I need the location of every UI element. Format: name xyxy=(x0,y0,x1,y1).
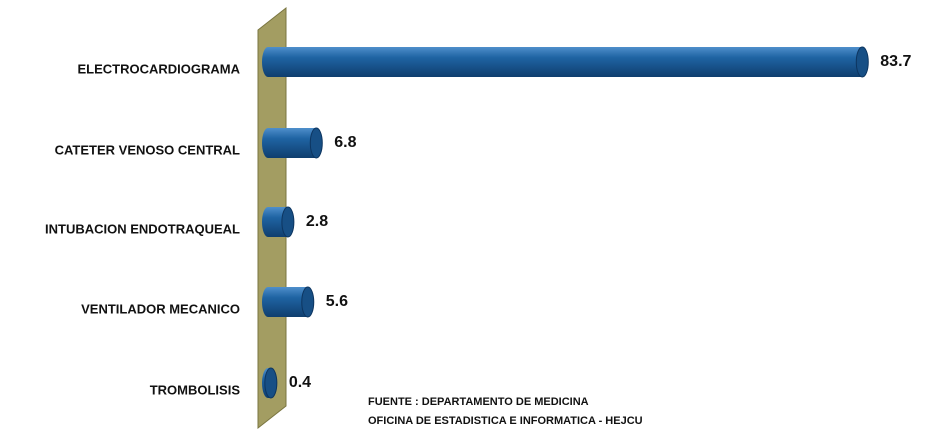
bar-cap xyxy=(264,367,278,399)
y-tick-label: INTUBACION ENDOTRAQUEAL xyxy=(45,221,240,236)
y-tick-label: TROMBOLISIS xyxy=(150,382,241,397)
bar xyxy=(262,47,869,77)
bar-cap xyxy=(281,206,295,238)
y-tick-label: VENTILADOR MECANICO xyxy=(81,301,240,316)
value-label: 83.7 xyxy=(880,53,911,70)
source-note: OFICINA DE ESTADISTICA E INFORMATICA - H… xyxy=(368,415,643,427)
bar-cap xyxy=(301,286,315,318)
y-tick-label: CATETER VENOSO CENTRAL xyxy=(55,142,240,157)
value-label: 5.6 xyxy=(326,293,348,310)
bar-cap xyxy=(855,46,869,78)
bar xyxy=(262,287,314,317)
value-label: 0.4 xyxy=(289,374,311,391)
value-label: 2.8 xyxy=(306,213,328,230)
bar xyxy=(262,128,323,158)
value-label: 6.8 xyxy=(334,134,356,151)
source-note: FUENTE : DEPARTAMENTO DE MEDICINA xyxy=(368,396,589,408)
bar-cap xyxy=(309,127,323,159)
y-tick-label: ELECTROCARDIOGRAMA xyxy=(78,61,241,76)
